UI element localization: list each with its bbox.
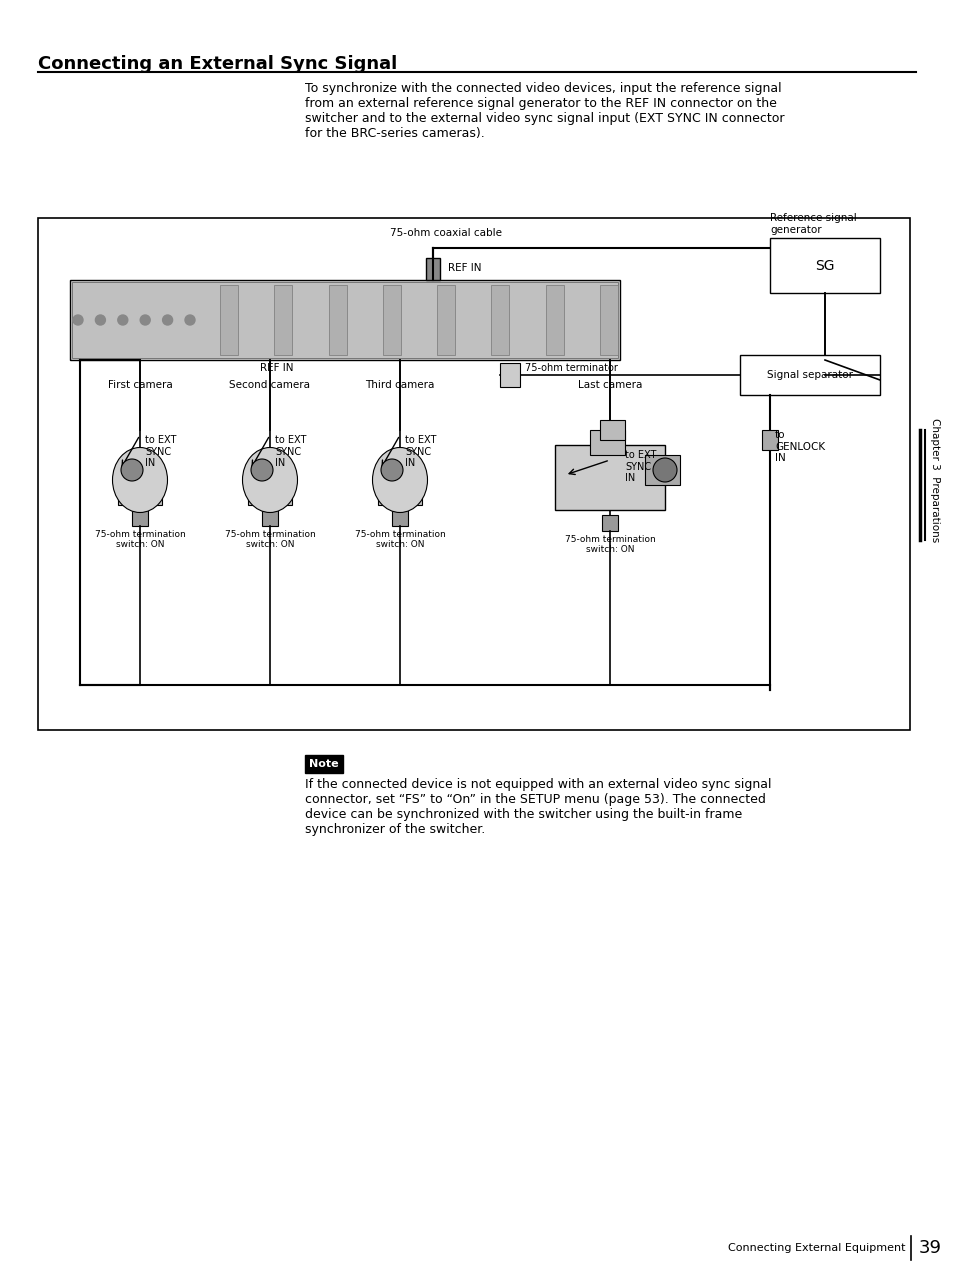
Text: If the connected device is not equipped with an external video sync signal
conne: If the connected device is not equipped …: [305, 778, 771, 836]
Text: 75-ohm terminator: 75-ohm terminator: [524, 363, 618, 373]
Bar: [601, 515, 618, 531]
Ellipse shape: [251, 459, 273, 482]
Text: 75-ohm termination
switch: ON: 75-ohm termination switch: ON: [224, 530, 315, 549]
Circle shape: [140, 315, 150, 325]
Text: Connecting an External Sync Signal: Connecting an External Sync Signal: [38, 55, 396, 73]
Bar: [220, 285, 237, 355]
Bar: [555, 445, 664, 510]
Text: First camera: First camera: [108, 380, 172, 390]
Bar: [305, 755, 343, 773]
Bar: [382, 285, 400, 355]
Text: Last camera: Last camera: [578, 380, 641, 390]
Text: Chapter 3  Preparations: Chapter 3 Preparations: [929, 418, 939, 543]
Text: Reference signal
generator: Reference signal generator: [769, 213, 856, 234]
Circle shape: [162, 315, 172, 325]
Ellipse shape: [372, 447, 427, 512]
Text: To synchronize with the connected video devices, input the reference signal
from: To synchronize with the connected video …: [305, 82, 783, 140]
Ellipse shape: [380, 459, 402, 482]
Bar: [545, 285, 563, 355]
Bar: [118, 485, 162, 505]
Bar: [769, 238, 879, 293]
Bar: [761, 431, 778, 450]
Text: SG: SG: [815, 259, 834, 273]
Text: 39: 39: [918, 1240, 941, 1257]
Bar: [262, 510, 277, 526]
Text: 75-ohm coaxial cable: 75-ohm coaxial cable: [390, 228, 501, 238]
Bar: [274, 285, 292, 355]
Bar: [499, 363, 519, 387]
Bar: [644, 455, 679, 485]
Text: Third camera: Third camera: [365, 380, 435, 390]
Bar: [491, 285, 509, 355]
Bar: [392, 510, 408, 526]
Bar: [599, 285, 618, 355]
Bar: [38, 218, 909, 730]
Text: to EXT
SYNC
IN: to EXT SYNC IN: [405, 434, 436, 469]
Bar: [599, 420, 624, 440]
Text: to EXT
SYNC
IN: to EXT SYNC IN: [274, 434, 306, 469]
Circle shape: [95, 315, 105, 325]
Circle shape: [73, 315, 83, 325]
Circle shape: [117, 315, 128, 325]
Text: Second camera: Second camera: [230, 380, 310, 390]
Ellipse shape: [121, 459, 143, 482]
Text: to
GENLOCK
IN: to GENLOCK IN: [774, 431, 824, 464]
Bar: [426, 259, 439, 280]
Text: REF IN: REF IN: [448, 262, 481, 273]
Bar: [248, 485, 292, 505]
Text: to EXT
SYNC
IN: to EXT SYNC IN: [145, 434, 176, 469]
Text: Signal separator: Signal separator: [766, 369, 852, 380]
Bar: [70, 280, 619, 361]
Text: Note: Note: [309, 759, 338, 769]
Ellipse shape: [242, 447, 297, 512]
Circle shape: [652, 457, 677, 482]
Bar: [589, 431, 624, 455]
Bar: [328, 285, 346, 355]
Bar: [132, 510, 148, 526]
Bar: [740, 355, 879, 395]
Text: 75-ohm termination
switch: ON: 75-ohm termination switch: ON: [564, 535, 655, 554]
Text: to EXT
SYNC
IN: to EXT SYNC IN: [624, 450, 656, 483]
Ellipse shape: [112, 447, 168, 512]
Bar: [436, 285, 455, 355]
Bar: [71, 282, 618, 358]
Text: 75-ohm termination
switch: ON: 75-ohm termination switch: ON: [94, 530, 185, 549]
Bar: [377, 485, 421, 505]
Text: 75-ohm termination
switch: ON: 75-ohm termination switch: ON: [355, 530, 445, 549]
Text: REF IN: REF IN: [260, 363, 294, 373]
Circle shape: [185, 315, 194, 325]
Text: Connecting External Equipment: Connecting External Equipment: [728, 1243, 905, 1254]
